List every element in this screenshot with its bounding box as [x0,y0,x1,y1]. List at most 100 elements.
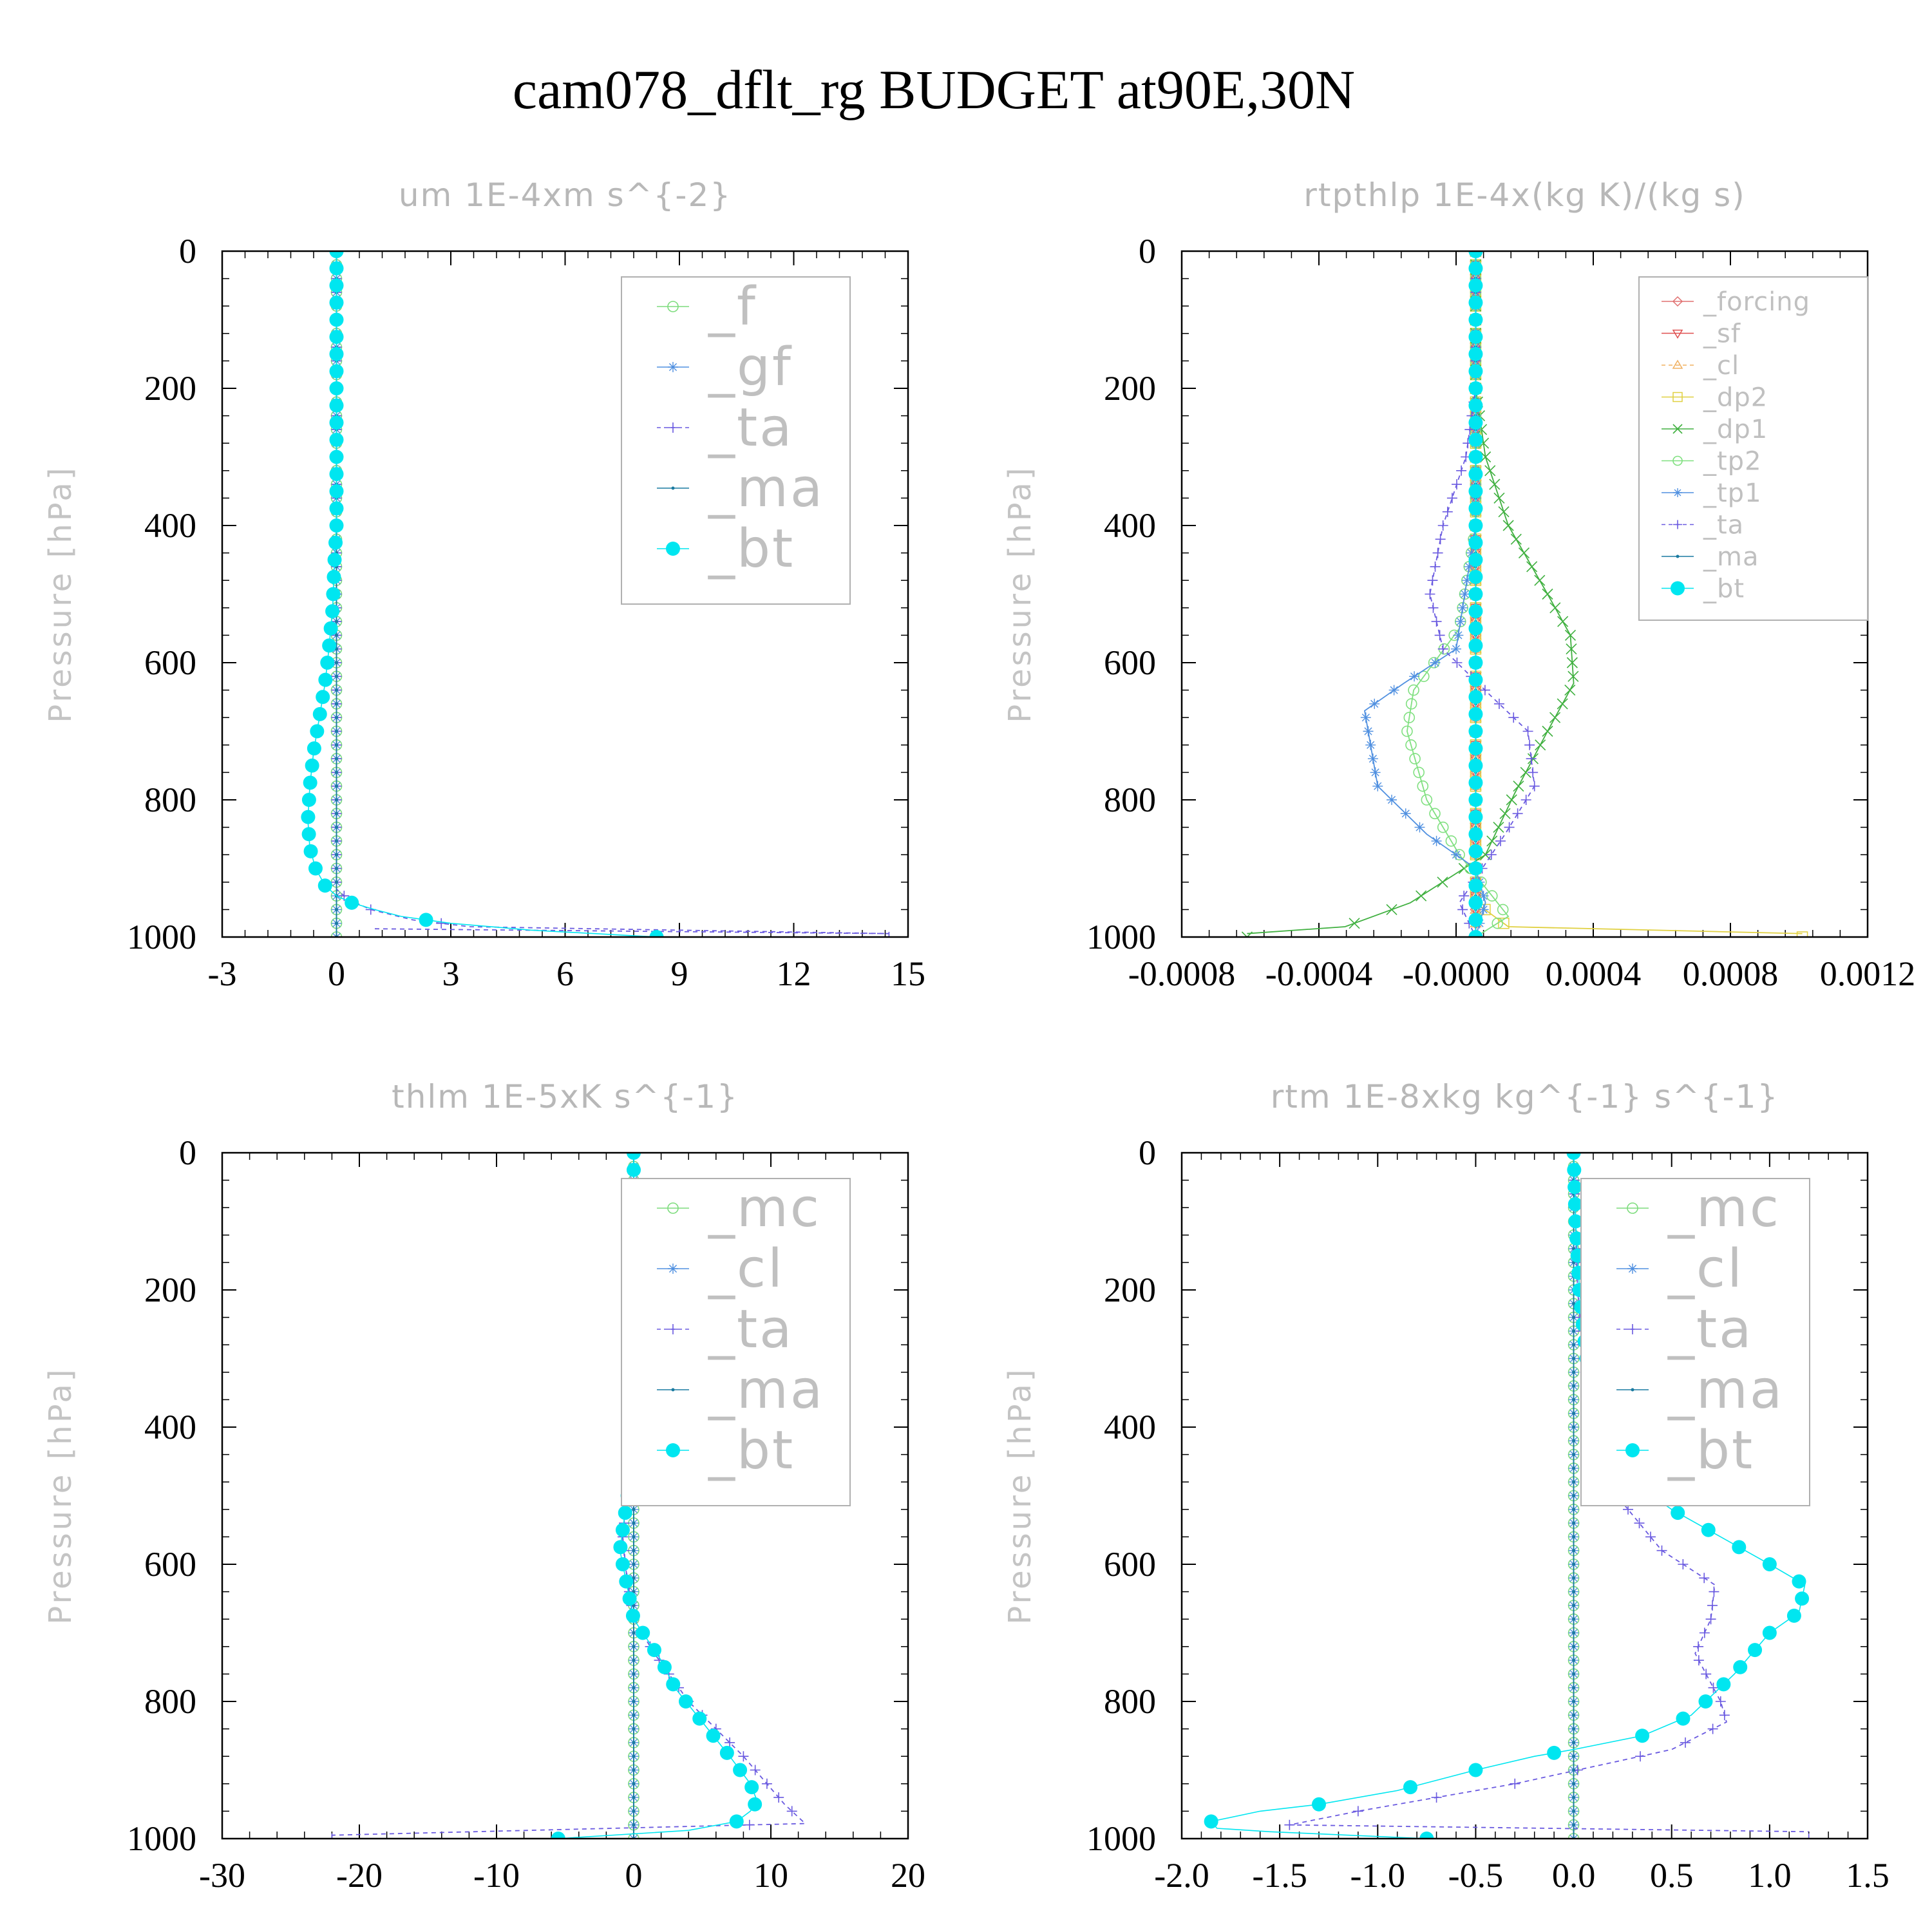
x-tick-label: 0.0008 [1683,954,1779,993]
data-point [1572,1754,1576,1758]
legend-label: _ma [708,458,824,519]
data-point [1572,1562,1576,1566]
data-point [1572,1412,1576,1416]
data-point [1352,1806,1363,1817]
series-line [1406,251,1510,937]
data-point [1452,658,1463,668]
data-point [619,1574,634,1589]
data-point [1508,712,1519,723]
data-point [335,826,338,829]
data-point [1676,554,1680,558]
data-point [1468,415,1483,430]
data-point [632,1521,636,1525]
data-point [1499,808,1511,819]
data-point [1502,520,1514,531]
y-tick-label: 1000 [127,1819,196,1858]
data-point [1572,1713,1576,1717]
legend: _f_gf_ta_ma_bt [621,276,851,605]
data-point [1468,261,1483,276]
data-point [1572,1658,1576,1662]
data-point [1432,547,1443,558]
data-point [1572,1329,1576,1333]
data-point [632,1727,636,1731]
data-point [632,1754,636,1758]
data-point [1557,698,1568,710]
data-point [632,1741,636,1745]
panel-title: rtpthlp 1E-4x(kg K)/(kg s) [1303,176,1745,214]
data-point [329,467,344,482]
legend-label: _dp1 [1703,415,1768,444]
data-point [1468,724,1483,739]
data-point [1572,1617,1576,1621]
data-point [1419,1832,1434,1839]
data-point [1468,793,1483,807]
legend-label: _mc [708,1178,821,1239]
data-point [1468,398,1483,413]
panels: um 1E-4xm s^{-2}Pressure [hPa]-3 0 3 6 9 12 15… [43,176,1915,1895]
data-point [1370,767,1381,778]
data-point [1572,1494,1576,1497]
data-point [744,1780,759,1795]
data-point [1468,913,1483,927]
data-point [1466,547,1477,558]
data-point [1425,589,1435,600]
data-point [335,907,338,911]
data-point [1461,575,1472,586]
data-point [1520,766,1531,778]
chart-panel-4: rtm 1E-8xkg kg^{-1} s^{-1} Pressure [hPa]… [1002,1078,1889,1895]
legend-entry-forcing: _forcing [1662,287,1810,317]
x-tick-label: -1.0 [1350,1856,1405,1895]
data-point [335,688,338,692]
legend-label: _bt [708,518,795,580]
legend-label: _gf [708,337,793,398]
chart-panel-1: um 1E-4xm s^{-2} Pressure [hPa] -3 0 3 6 9 12 15… [43,176,925,993]
data-point [1468,295,1483,310]
x-tick-label: 9 [671,954,688,993]
x-tick-label: -0.0000 [1403,954,1510,993]
data-point [1671,1506,1685,1520]
data-point [1431,835,1442,846]
data-point [1680,1737,1691,1748]
data-point [1701,1522,1716,1537]
data-point [1457,904,1468,915]
legend: _mc_cl_ta_ma_bt [1580,1178,1810,1506]
data-point [1672,296,1683,307]
data-point [1803,1833,1814,1839]
data-point [668,1264,678,1274]
data-point [1468,741,1483,756]
data-point [1468,844,1483,858]
legend-label: _forcing [1703,287,1810,317]
data-point [1672,329,1683,339]
data-point [1572,1604,1576,1607]
data-point [1430,658,1441,668]
data-point [1468,638,1483,653]
data-point [1699,1627,1710,1638]
data-point [632,1645,636,1649]
data-point [1468,364,1483,379]
y-tick-label: 400 [1104,506,1156,545]
x-tick-label: -30 [199,1856,245,1895]
data-point [1567,1197,1582,1211]
x-tick-label: 0.0 [1552,1856,1596,1895]
data-point [632,1508,636,1511]
panel-title: um 1E-4xm s^{-2} [399,176,732,214]
legend-label: _ta [708,397,793,459]
data-point [1572,1590,1576,1594]
data-point [1468,1763,1483,1777]
data-point [1489,478,1501,490]
data-point [1468,775,1483,790]
data-point [1526,753,1537,764]
data-point [329,432,344,447]
data-point [1572,1453,1576,1457]
data-point [1504,822,1515,833]
data-point [1468,278,1483,293]
data-point [750,1765,761,1776]
data-point [1645,1531,1656,1542]
data-point [729,1814,744,1829]
data-point [1572,1686,1576,1690]
y-tick-label: 800 [1104,781,1156,819]
y-axis-label: Pressure [hPa] [43,465,79,723]
data-point [1498,917,1510,929]
data-point [1762,1625,1777,1640]
legend-label: _ta [708,1299,793,1360]
